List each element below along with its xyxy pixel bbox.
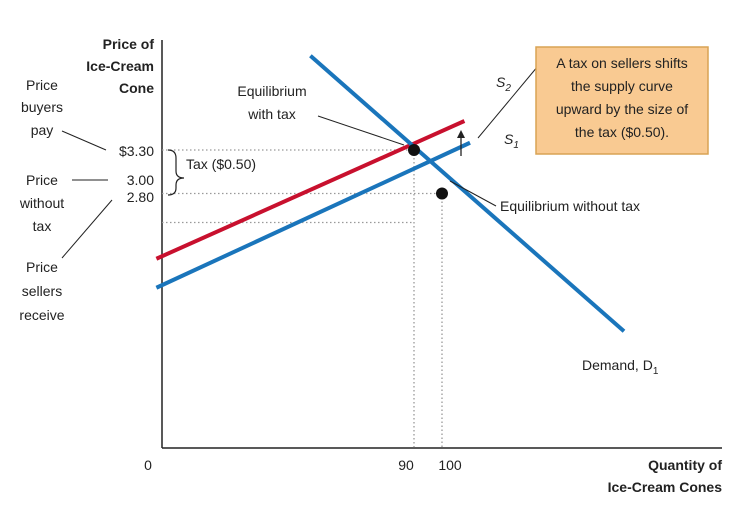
sellers-receive-line-3: receive xyxy=(19,307,64,323)
sellers-receive-pointer xyxy=(61,199,113,259)
callout-pointer xyxy=(477,65,539,139)
x-tick-90: 90 xyxy=(398,457,414,473)
tax-label: Tax ($0.50) xyxy=(186,156,256,172)
curve-s1 xyxy=(155,140,471,290)
eq-notax-label: Equilibrium without tax xyxy=(500,198,640,214)
callout-line-2: the supply curve xyxy=(571,78,673,94)
tax-brace xyxy=(167,149,185,196)
x-axis-title-line-2: Ice-Cream Cones xyxy=(608,479,723,495)
without-tax-line-3: tax xyxy=(33,218,52,234)
eq-tax-label-line-1: Equilibrium xyxy=(237,83,306,99)
callout-line-4: the tax ($0.50). xyxy=(575,124,669,140)
s2-label: S2 xyxy=(496,74,511,94)
eq-tax-label-line-2: with tax xyxy=(247,106,295,122)
buyers-pay-line-2: buyers xyxy=(21,99,63,115)
equilibrium-point-with-tax xyxy=(408,144,420,156)
callout-box xyxy=(535,46,709,155)
curve-demand xyxy=(309,54,626,333)
eq-tax-pointer xyxy=(317,115,405,146)
x-tick-100: 100 xyxy=(438,457,462,473)
buyers-pay-line-1: Price xyxy=(26,77,58,93)
y-axis-title-line-1: Price of xyxy=(103,36,155,52)
buyers-pay-line-3: pay xyxy=(31,122,54,138)
x-axis-title-line-1: Quantity of xyxy=(648,457,722,473)
buyers-pay-pointer xyxy=(61,130,107,151)
y-axis-title-line-2: Ice-Cream xyxy=(86,58,154,74)
y-tick-2-80: 2.80 xyxy=(127,189,154,205)
y-tick-3-30: $3.30 xyxy=(119,143,154,159)
callout-line-3: upward by the size of xyxy=(556,101,688,117)
curve-s2 xyxy=(155,119,466,261)
without-tax-line-1: Price xyxy=(26,172,58,188)
eq-notax-pointer xyxy=(449,180,497,207)
x-tick-0: 0 xyxy=(144,457,152,473)
s1-label: S1 xyxy=(504,131,519,151)
equilibrium-point-without-tax xyxy=(436,187,448,200)
sellers-receive-line-2: sellers xyxy=(22,283,62,299)
y-tick-3-00: 3.00 xyxy=(127,172,154,188)
equilibrium-points xyxy=(408,144,448,200)
callout-line-1: A tax on sellers shifts xyxy=(556,55,688,71)
shift-arrow-head xyxy=(457,130,465,138)
y-axis-title-line-3: Cone xyxy=(119,80,154,96)
curves xyxy=(155,54,626,333)
sellers-receive-line-1: Price xyxy=(26,259,58,275)
without-tax-line-2: without xyxy=(19,195,64,211)
demand-label: Demand, D1 xyxy=(582,357,659,377)
